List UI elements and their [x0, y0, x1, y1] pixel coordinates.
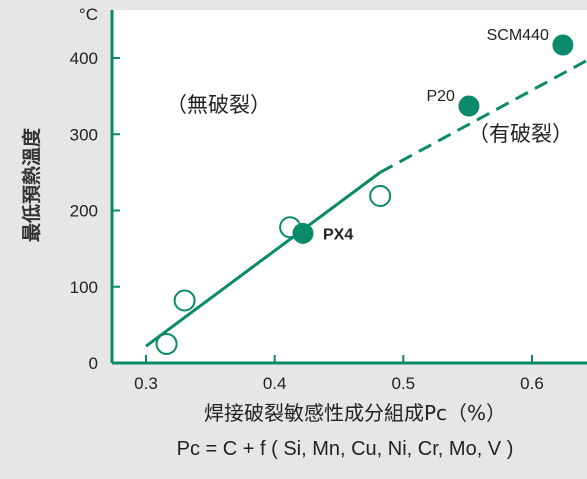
x-tick-label: 0.5: [392, 374, 416, 393]
region-no-crack: （無破裂）: [166, 93, 271, 117]
point-label: P20: [426, 88, 455, 105]
x-tick-label: 0.4: [263, 374, 287, 393]
filled-data-point: [458, 95, 480, 117]
open-data-point: [369, 185, 392, 208]
filled-data-point: [552, 34, 574, 56]
x-tick-label: 0.6: [520, 374, 544, 393]
y-axis-label: 最低預熱溫度: [20, 127, 43, 242]
region-crack: （有破裂）: [468, 122, 573, 146]
y-tick-label: 300: [70, 125, 98, 144]
open-data-point: [155, 332, 178, 355]
open-data-point: [173, 289, 196, 312]
trend-line-solid: [145, 171, 382, 348]
y-tick-label: 400: [70, 49, 98, 68]
filled-data-point: [292, 222, 314, 244]
point-label: SCM440: [487, 27, 549, 44]
y-tick-label: 200: [70, 202, 98, 221]
x-tick-label: 0.3: [134, 374, 158, 393]
y-tick-label: 100: [70, 278, 98, 297]
formula: Pc = C + f ( Si, Mn, Cu, Ni, Cr, Mo, V ): [177, 438, 514, 460]
point-label: PX4: [323, 226, 353, 243]
y-tick-label: 0: [89, 354, 98, 373]
trend-line-dashed: [379, 58, 587, 174]
x-axis-label: 焊接破裂敏感性成分組成Pc（%）: [204, 401, 506, 425]
y-unit: °C: [79, 5, 98, 24]
